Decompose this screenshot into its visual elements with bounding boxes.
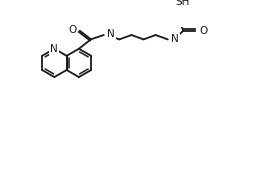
Text: N: N — [171, 34, 179, 44]
Text: O: O — [199, 26, 208, 36]
Text: O: O — [68, 25, 76, 35]
Text: N: N — [107, 29, 115, 39]
Text: N: N — [51, 44, 58, 54]
Text: SH: SH — [175, 0, 190, 7]
